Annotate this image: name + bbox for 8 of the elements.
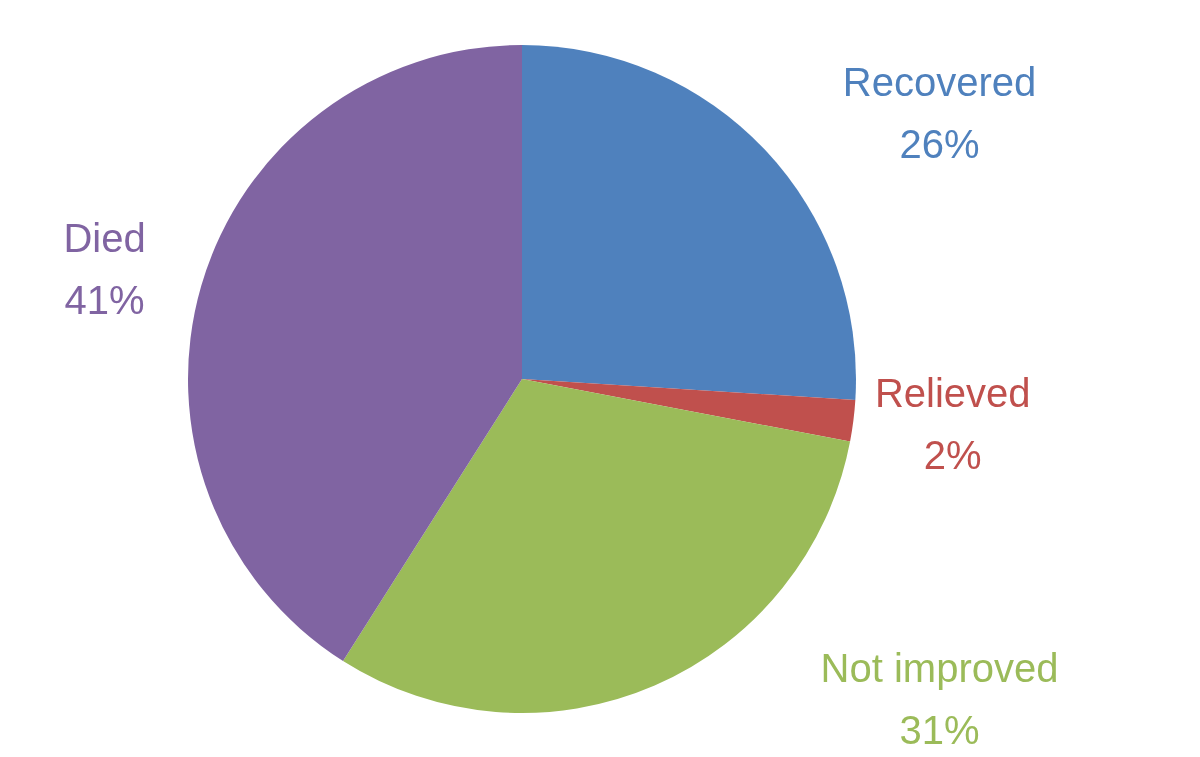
data-label: 31%: [899, 708, 980, 753]
slice-label: Not improved: [820, 646, 1059, 691]
data-label: 2%: [923, 433, 982, 478]
slice-label: Recovered: [842, 60, 1037, 105]
data-label: 41%: [64, 277, 145, 322]
data-label: 26%: [899, 122, 980, 167]
slice-label: Died: [63, 215, 146, 260]
slice-label: Relieved: [874, 371, 1031, 416]
